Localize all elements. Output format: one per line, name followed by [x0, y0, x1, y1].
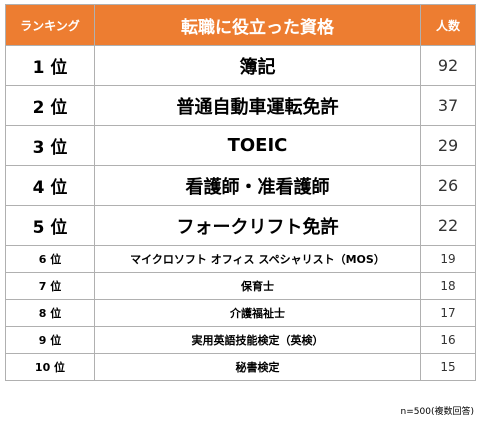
qualification-cell: 実用英語技能検定（英検） — [94, 326, 421, 354]
rank-cell: 5 位 — [5, 205, 95, 246]
count-cell: 16 — [420, 326, 476, 354]
count-cell: 19 — [420, 245, 476, 273]
count-cell: 15 — [420, 353, 476, 381]
table-row: 3 位 TOEIC 29 — [5, 125, 476, 166]
table-row: 4 位 看護師・准看護師 26 — [5, 165, 476, 206]
rank-cell: 8 位 — [5, 299, 95, 327]
table-row: 8 位 介護福祉士 17 — [5, 299, 476, 327]
table-row: 1 位 簿記 92 — [5, 45, 476, 86]
count-cell: 92 — [420, 45, 476, 86]
table-row: 5 位 フォークリフト免許 22 — [5, 205, 476, 246]
count-cell: 29 — [420, 125, 476, 166]
table-row: 9 位 実用英語技能検定（英検） 16 — [5, 326, 476, 354]
sample-size-note: n=500(複数回答) — [400, 407, 474, 417]
rank-cell: 2 位 — [5, 85, 95, 126]
qualification-cell: フォークリフト免許 — [94, 205, 421, 246]
rank-cell: 4 位 — [5, 165, 95, 206]
header-row: ランキング 転職に役立った資格 人数 — [5, 4, 476, 46]
qualification-cell: 簿記 — [94, 45, 421, 86]
qualification-cell: 秘書検定 — [94, 353, 421, 381]
table-row: 10 位 秘書検定 15 — [5, 353, 476, 381]
qualification-cell: マイクロソフト オフィス スペシャリスト（MOS） — [94, 245, 421, 273]
rank-cell: 6 位 — [5, 245, 95, 273]
rank-column-header: ランキング — [5, 4, 95, 46]
count-cell: 37 — [420, 85, 476, 126]
table-header: ランキング 転職に役立った資格 人数 — [5, 4, 476, 46]
table-body: 1 位 簿記 92 2 位 普通自動車運転免許 37 3 位 TOEIC 29 … — [5, 45, 476, 381]
count-cell: 22 — [420, 205, 476, 246]
ranking-table: ランキング 転職に役立った資格 人数 1 位 簿記 92 2 位 普通自動車運転… — [5, 4, 476, 381]
count-cell: 18 — [420, 272, 476, 300]
rank-cell: 3 位 — [5, 125, 95, 166]
count-cell: 26 — [420, 165, 476, 206]
rank-cell: 10 位 — [5, 353, 95, 381]
qualification-cell: 普通自動車運転免許 — [94, 85, 421, 126]
qualification-cell: 介護福祉士 — [94, 299, 421, 327]
table-title: 転職に役立った資格 — [94, 4, 421, 46]
rank-cell: 1 位 — [5, 45, 95, 86]
qualification-cell: 保育士 — [94, 272, 421, 300]
table-row: 2 位 普通自動車運転免許 37 — [5, 85, 476, 126]
rank-cell: 7 位 — [5, 272, 95, 300]
table-row: 6 位 マイクロソフト オフィス スペシャリスト（MOS） 19 — [5, 245, 476, 273]
count-cell: 17 — [420, 299, 476, 327]
count-column-header: 人数 — [420, 4, 476, 46]
qualification-cell: 看護師・准看護師 — [94, 165, 421, 206]
table-row: 7 位 保育士 18 — [5, 272, 476, 300]
rank-cell: 9 位 — [5, 326, 95, 354]
qualification-cell: TOEIC — [94, 125, 421, 166]
